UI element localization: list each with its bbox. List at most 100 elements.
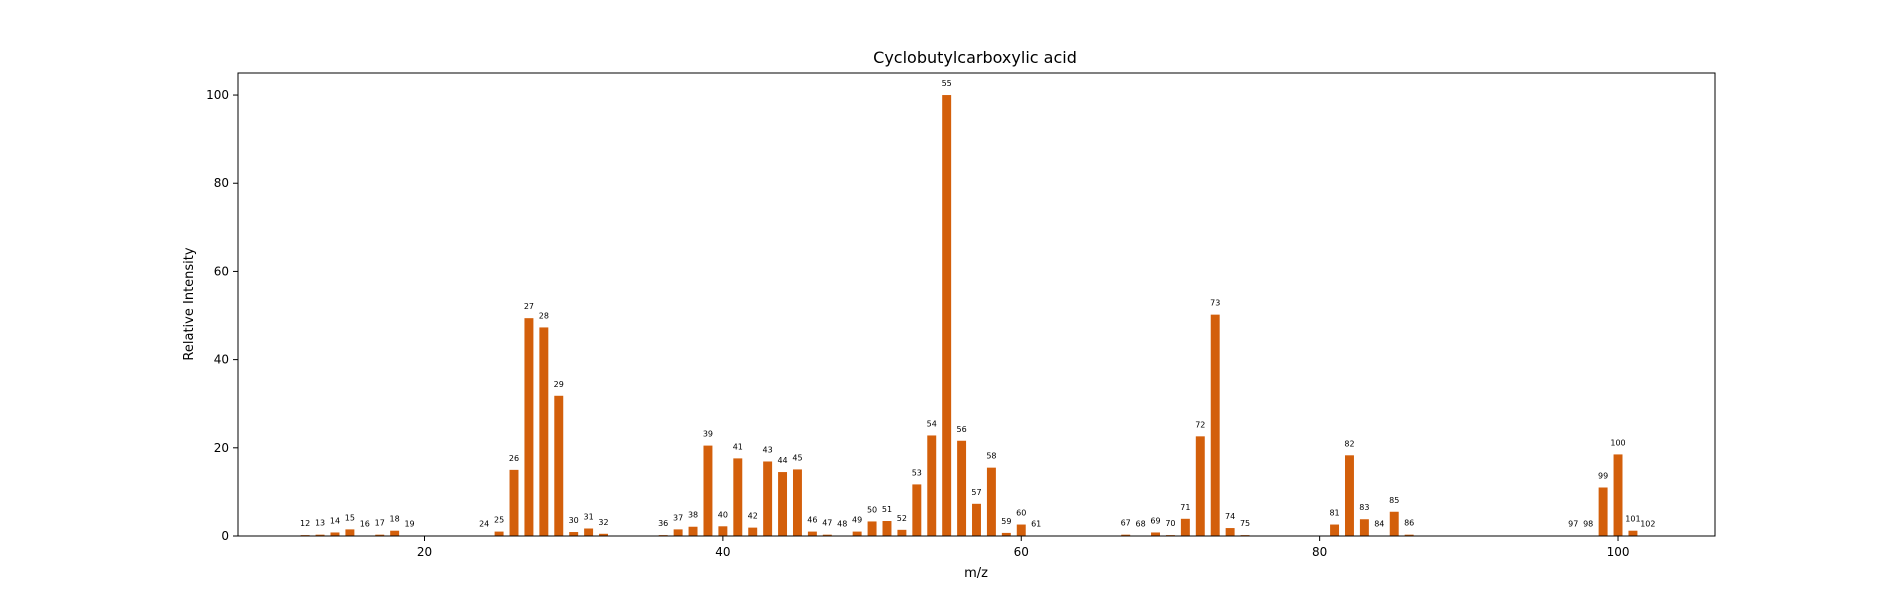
bar-mz-59 [1001,532,1011,536]
bars-layer [300,95,1653,537]
bar-mz-54 [927,435,937,536]
bar-label-mz-97: 97 [1568,520,1578,529]
bar-mz-26 [509,469,519,536]
x-tick-label: 20 [417,545,432,559]
bar-label-mz-27: 27 [524,302,534,311]
bar-mz-101 [1628,530,1638,536]
bar-label-mz-17: 17 [375,519,385,528]
bar-mz-25 [494,531,504,536]
bar-label-mz-71: 71 [1180,503,1190,512]
bar-mz-40 [718,526,728,536]
bar-mz-57 [972,503,981,536]
bar-label-mz-26: 26 [509,454,519,463]
bar-label-mz-43: 43 [763,445,773,454]
bar-mz-42 [748,527,758,536]
bar-mz-46 [807,531,817,536]
bar-label-mz-49: 49 [852,516,862,525]
bar-mz-71 [1180,518,1190,536]
bar-mz-50 [867,521,877,536]
bar-label-mz-58: 58 [986,452,996,461]
bar-mz-37 [673,529,683,536]
bar-mz-32 [599,533,608,536]
bar-label-mz-81: 81 [1329,509,1339,518]
bar-mz-81 [1330,524,1340,536]
bar-label-mz-55: 55 [942,79,952,88]
bar-mz-14 [330,532,340,536]
bar-label-mz-16: 16 [360,520,370,529]
bar-label-mz-57: 57 [971,488,981,497]
bar-mz-15 [345,529,355,536]
bar-label-mz-30: 30 [569,516,579,525]
bar-mz-27 [524,318,534,536]
bar-label-mz-48: 48 [837,520,847,529]
bar-mz-53 [912,484,922,536]
bar-mz-29 [554,395,564,536]
bar-label-mz-84: 84 [1374,520,1384,529]
bar-mz-86 [1404,534,1414,536]
bar-mz-13 [315,534,325,536]
x-tick-label: 60 [1014,545,1029,559]
bar-label-mz-18: 18 [390,515,400,524]
bar-label-mz-70: 70 [1165,519,1175,528]
bar-label-mz-67: 67 [1121,519,1131,528]
bar-label-mz-83: 83 [1359,503,1369,512]
chart-title: Cyclobutylcarboxylic acid [873,48,1077,67]
bar-mz-58 [986,467,996,536]
bar-label-mz-29: 29 [554,380,564,389]
bar-label-mz-73: 73 [1210,299,1220,308]
bar-mz-39 [703,445,713,536]
bar-label-mz-13: 13 [315,519,325,528]
bar-label-mz-68: 68 [1136,520,1146,529]
bar-mz-47 [822,534,832,536]
bar-label-mz-98: 98 [1583,520,1593,529]
bar-mz-85 [1389,511,1399,536]
y-axis-label: Relative Intensity [182,247,197,360]
bar-mz-82 [1345,455,1354,536]
bar-mz-73 [1210,314,1220,536]
bar-label-mz-99: 99 [1598,472,1608,481]
x-axis-ticks: 20 40 60 80 100 [417,536,1630,559]
bar-label-mz-101: 101 [1625,515,1640,524]
bar-mz-38 [688,526,698,536]
bar-label-mz-50: 50 [867,505,877,514]
y-tick-label: 80 [214,176,229,190]
bar-mz-43 [763,461,773,536]
bar-label-mz-85: 85 [1389,496,1399,505]
bar-label-mz-60: 60 [1016,509,1026,518]
bar-mz-45 [792,469,802,536]
bar-label-mz-47: 47 [822,519,832,528]
bar-mz-67 [1121,534,1131,536]
bar-mz-100 [1613,454,1623,536]
bar-label-mz-24: 24 [479,520,489,529]
bar-label-mz-41: 41 [733,442,743,451]
bar-label-mz-14: 14 [330,516,340,525]
bar-mz-83 [1359,519,1369,536]
bar-label-mz-82: 82 [1344,439,1354,448]
bar-mz-17 [375,534,385,536]
bar-label-mz-102: 102 [1640,520,1655,529]
bar-label-mz-40: 40 [718,510,728,519]
bar-mz-56 [957,440,967,536]
bar-label-mz-36: 36 [658,519,668,528]
bar-mz-69 [1151,532,1160,536]
y-tick-label: 0 [221,529,229,543]
bar-label-mz-51: 51 [882,505,892,514]
bar-mz-30 [569,532,579,536]
bar-label-mz-54: 54 [927,419,937,428]
x-tick-label: 100 [1607,545,1630,559]
bar-label-mz-86: 86 [1404,519,1414,528]
bar-label-mz-44: 44 [777,456,787,465]
bar-label-mz-69: 69 [1150,516,1160,525]
y-tick-label: 20 [214,441,229,455]
bar-mz-99 [1598,487,1608,536]
y-tick-label: 60 [214,264,229,278]
bar-label-mz-74: 74 [1225,512,1235,521]
bar-mz-44 [778,472,788,536]
bar-label-mz-32: 32 [598,518,608,527]
y-tick-label: 100 [206,88,229,102]
x-tick-label: 40 [715,545,730,559]
x-tick-label: 80 [1312,545,1327,559]
bar-mz-74 [1225,528,1235,536]
bar-labels-layer: 12 13 14 15 16 17 18 19 24 25 26 27 28 29 30 31 32 36 37 38… [300,79,1655,529]
bar-mz-41 [733,458,743,536]
